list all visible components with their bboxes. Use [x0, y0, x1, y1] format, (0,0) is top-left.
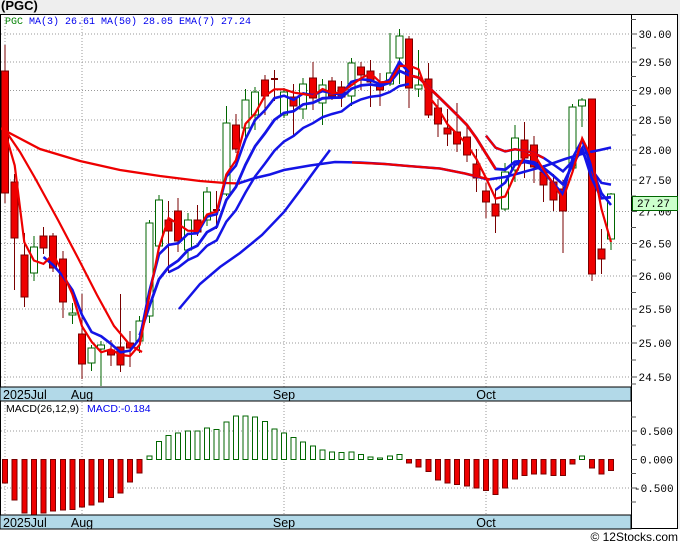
svg-text:2025Jul: 2025Jul	[3, 516, 47, 530]
svg-text:26.00: 26.00	[639, 272, 672, 284]
svg-text:Aug: Aug	[71, 388, 93, 402]
svg-text:Aug: Aug	[71, 516, 93, 530]
svg-text:-0.500: -0.500	[634, 484, 674, 496]
svg-text:Oct: Oct	[476, 516, 496, 530]
svg-text:29.00: 29.00	[639, 87, 672, 99]
svg-text:30.00: 30.00	[639, 30, 672, 42]
svg-text:29.50: 29.50	[639, 58, 672, 70]
svg-text:0.500: 0.500	[640, 427, 673, 439]
svg-text:24.50: 24.50	[639, 373, 672, 385]
svg-text:© 12Stocks.com: © 12Stocks.com	[590, 530, 678, 544]
svg-text:25.00: 25.00	[639, 339, 672, 351]
svg-text:26.50: 26.50	[639, 240, 672, 252]
svg-text:Sep: Sep	[273, 516, 295, 530]
svg-text:28.00: 28.00	[639, 146, 672, 158]
svg-text:MACD:-0.184: MACD:-0.184	[87, 403, 151, 415]
svg-text:2025Jul: 2025Jul	[3, 388, 47, 402]
svg-text:MACD(26,12,9): MACD(26,12,9)	[6, 403, 79, 415]
svg-text:PGC MA(3) 26.61 MA(50) 28.05 E: PGC MA(3) 26.61 MA(50) 28.05 EMA(7) 27.2…	[5, 16, 251, 28]
svg-text:27.27: 27.27	[637, 199, 670, 211]
svg-text:27.50: 27.50	[639, 176, 672, 188]
svg-text:28.50: 28.50	[639, 116, 672, 128]
svg-text:(PGC): (PGC)	[1, 0, 38, 13]
svg-text:Sep: Sep	[273, 388, 295, 402]
svg-text:0.000: 0.000	[640, 456, 673, 468]
svg-text:Oct: Oct	[476, 388, 496, 402]
svg-text:25.50: 25.50	[639, 305, 672, 317]
